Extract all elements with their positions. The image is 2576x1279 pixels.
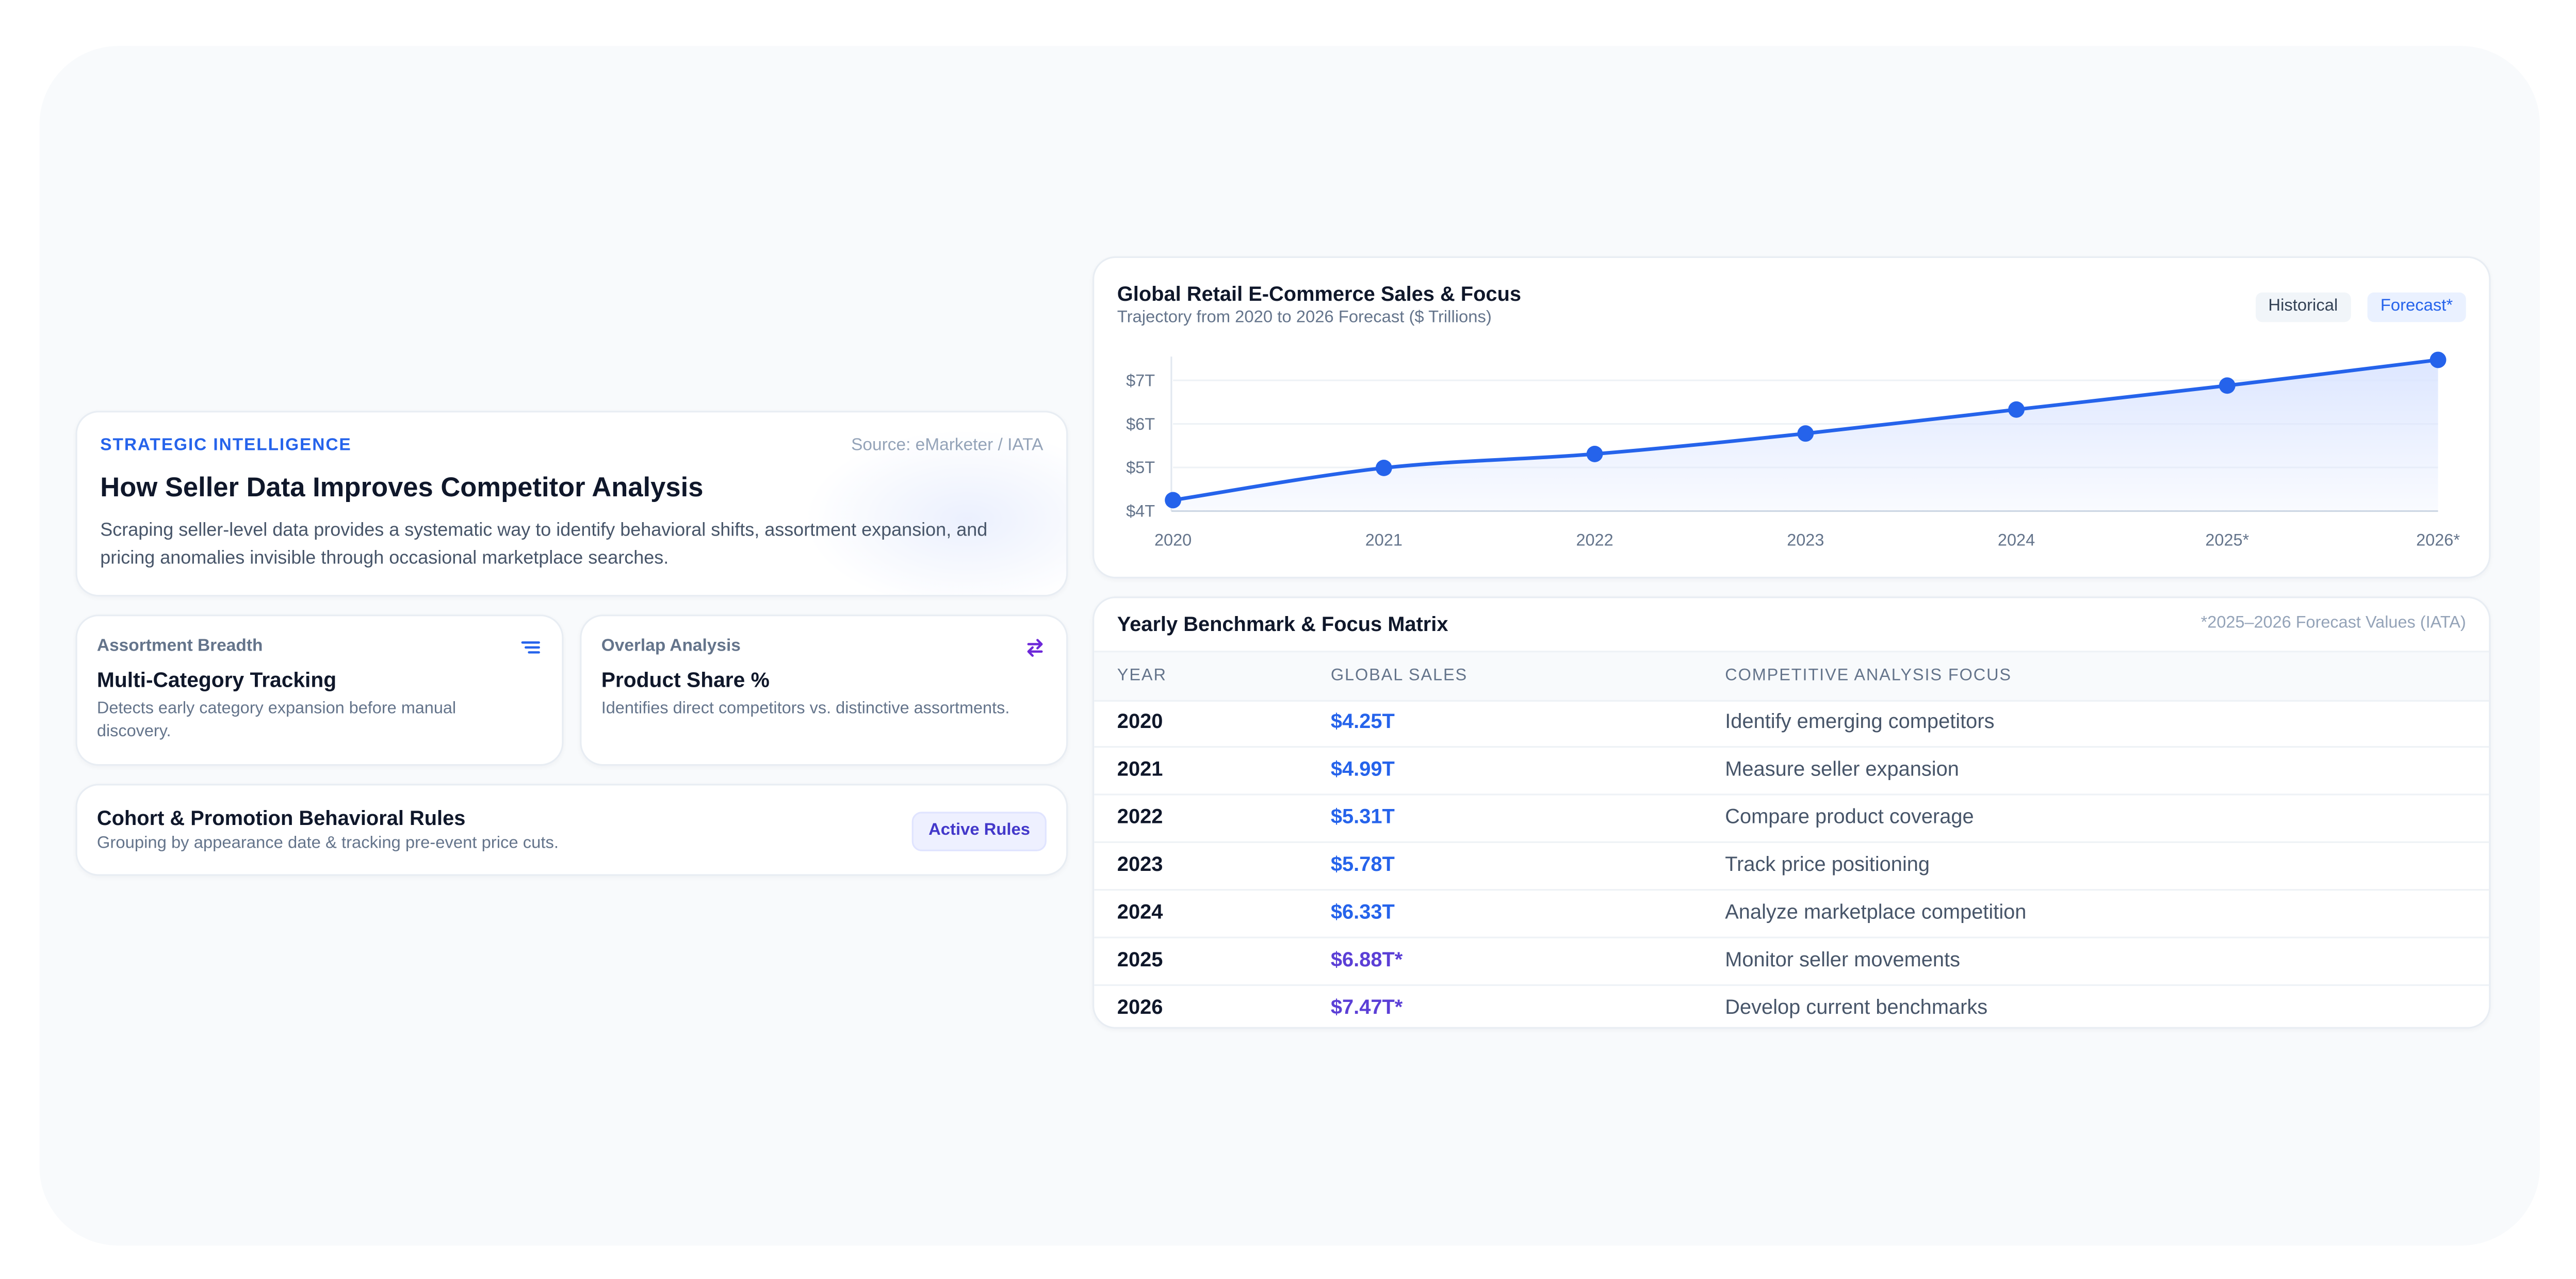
data-point: [1797, 425, 1814, 442]
cell-year: 2020: [1117, 709, 1163, 733]
y-tick-label: $7T: [1126, 371, 1155, 390]
y-tick-label: $6T: [1126, 415, 1155, 433]
cell-sales: $7.47T*: [1330, 996, 1403, 1019]
table-row[interactable]: 2023 $5.78T Track price positioning: [1094, 841, 2489, 891]
table-row[interactable]: 2021 $4.99T Measure seller expansion: [1094, 746, 2489, 796]
cell-focus: Monitor seller movements: [1725, 948, 1961, 972]
x-tick-label: 2021: [1365, 530, 1403, 549]
data-point: [1165, 492, 1182, 509]
chart-title: Global Retail E-Commerce Sales & Focus: [1117, 282, 1522, 306]
cell-focus: Compare product coverage: [1725, 805, 1974, 829]
swap-arrows-icon: [1027, 639, 1043, 657]
table-title: Yearly Benchmark & Focus Matrix: [1117, 613, 1448, 636]
card-title: Multi-Category Tracking: [96, 667, 337, 692]
hero-eyebrow: STRATEGIC INTELLIGENCE: [100, 435, 352, 456]
header-focus: COMPETITIVE ANALYSIS FOCUS: [1725, 667, 2012, 686]
card-description: Identifies direct competitors vs. distin…: [601, 700, 1010, 718]
card-label: Assortment Breadth: [96, 636, 263, 656]
cell-year: 2024: [1117, 900, 1163, 924]
chart-subtitle: Trajectory from 2020 to 2026 Forecast ($…: [1117, 309, 1492, 327]
active-rules-badge[interactable]: Active Rules: [912, 812, 1047, 851]
cell-focus: Analyze marketplace competition: [1725, 900, 2027, 924]
card-label: Overlap Analysis: [601, 636, 741, 656]
table-header: YEAR GLOBAL SALES COMPETITIVE ANALYSIS F…: [1094, 651, 2489, 702]
sales-chart: $4T $5T $6T $7T 2020 2021 2022 2023 2024 2025* 202…: [1126, 351, 2460, 549]
y-tick-label: $4T: [1126, 502, 1155, 521]
cell-year: 2025: [1117, 948, 1163, 972]
rules-card: Cohort & Promotion Behavioral Rules Grou…: [75, 784, 1068, 876]
card-description: Detects early category expansion before …: [96, 700, 456, 741]
data-point: [2008, 401, 2025, 418]
legend-forecast[interactable]: Forecast*: [2367, 292, 2466, 322]
chart-card: Global Retail E-Commerce Sales & Focus T…: [1093, 256, 2491, 579]
hero-card: STRATEGIC INTELLIGENCE Source: eMarketer…: [75, 411, 1068, 597]
x-tick-label: 2026*: [2416, 530, 2460, 549]
x-tick-label: 2020: [1154, 530, 1192, 549]
hero-description: Scraping seller-level data provides a sy…: [100, 521, 988, 569]
table-row[interactable]: 2026 $7.47T* Develop current benchmarks: [1094, 984, 2489, 1027]
data-point: [1375, 460, 1392, 476]
cell-sales: $6.88T*: [1330, 948, 1403, 972]
cell-sales: $4.99T: [1330, 757, 1395, 781]
card-title: Product Share %: [601, 667, 770, 692]
cell-year: 2023: [1117, 853, 1163, 876]
cell-focus: Identify emerging competitors: [1725, 709, 1995, 733]
x-tick-label: 2023: [1787, 530, 1824, 549]
hero-glow: [803, 429, 1067, 595]
cell-sales: $4.25T: [1330, 709, 1395, 733]
x-tick-label: 2024: [1998, 530, 2035, 549]
header-global-sales: GLOBAL SALES: [1330, 667, 1468, 686]
cell-sales: $5.31T: [1330, 805, 1395, 829]
table-row[interactable]: 2022 $5.31T Compare product coverage: [1094, 794, 2489, 843]
cell-focus: Develop current benchmarks: [1725, 996, 1988, 1019]
cell-focus: Measure seller expansion: [1725, 757, 1959, 781]
x-tick-label: 2025*: [2205, 530, 2249, 549]
table-note: *2025–2026 Forecast Values (IATA): [2200, 614, 2466, 633]
table-row[interactable]: 2025 $6.88T* Monitor seller movements: [1094, 936, 2489, 986]
cell-sales: $6.33T: [1330, 900, 1395, 924]
data-point: [2430, 351, 2447, 368]
hero-source: Source: eMarketer / IATA: [851, 435, 1044, 456]
hero-title: How Seller Data Improves Competitor Anal…: [100, 473, 704, 503]
benchmark-table-card: Yearly Benchmark & Focus Matrix *2025–20…: [1093, 596, 2491, 1029]
data-point: [1586, 445, 1603, 462]
overlap-card[interactable]: Overlap Analysis Product Share % Identif…: [580, 614, 1068, 766]
table-row[interactable]: 2024 $6.33T Analyze marketplace competitio…: [1094, 889, 2489, 938]
rules-title: Cohort & Promotion Behavioral Rules: [96, 806, 466, 830]
table-row[interactable]: 2020 $4.25T Identify emerging competitors: [1094, 699, 2489, 748]
cell-year: 2021: [1117, 757, 1163, 781]
header-year: YEAR: [1117, 667, 1167, 686]
data-point: [2219, 377, 2236, 394]
y-tick-label: $5T: [1126, 458, 1155, 477]
cell-focus: Track price positioning: [1725, 853, 1930, 876]
cell-year: 2026: [1117, 996, 1163, 1019]
assortment-card[interactable]: Assortment Breadth Multi-Category Tracki…: [75, 614, 564, 766]
cell-year: 2022: [1117, 805, 1163, 829]
x-tick-label: 2022: [1576, 530, 1613, 549]
rules-description: Grouping by appearance date & tracking p…: [96, 834, 559, 853]
cell-sales: $5.78T: [1330, 853, 1395, 876]
list-filter-icon: [521, 641, 540, 654]
legend-historical[interactable]: Historical: [2255, 292, 2351, 322]
